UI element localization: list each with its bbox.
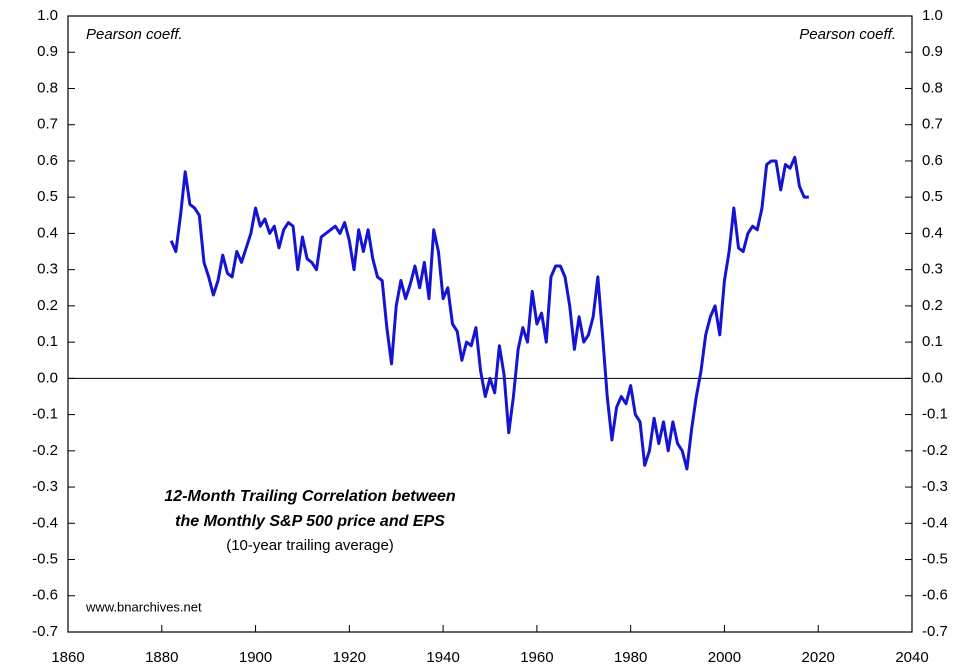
y2-tick-label: 0.7	[922, 116, 943, 133]
y2-tick-label: 0.9	[922, 43, 943, 60]
plot-frame	[67, 15, 913, 633]
x-tick-label: 1860	[51, 649, 84, 666]
y-tick-label: 0.1	[37, 333, 58, 350]
y-tick-label: 0.0	[37, 369, 58, 386]
x-tick-label: 1900	[239, 649, 272, 666]
y2-tick-label: -0.1	[922, 406, 948, 423]
y-tick-label: -0.3	[32, 478, 58, 495]
y-tick-label: -0.1	[32, 406, 58, 423]
y2-tick-label: 1.0	[922, 7, 943, 24]
y-tick-label: -0.4	[32, 514, 58, 531]
annotation: 12-Month Trailing Correlation between	[164, 488, 456, 505]
y2-tick-label: -0.6	[922, 587, 948, 604]
annotation: www.bnarchives.net	[85, 599, 202, 614]
y-tick-label: 0.5	[37, 188, 58, 205]
y-tick-label: 0.8	[37, 79, 58, 96]
series-line	[169, 155, 809, 471]
x-tick-label: 1880	[145, 649, 178, 666]
x-tick-label: 1940	[426, 649, 459, 666]
y2-tick-label: 0.6	[922, 152, 943, 169]
y2-tick-label: -0.4	[922, 514, 948, 531]
y-tick-label: 0.7	[37, 116, 58, 133]
x-tick-label: 1960	[520, 649, 553, 666]
y-tick-label: 0.9	[37, 43, 58, 60]
x-tick-label: 2020	[802, 649, 835, 666]
y-tick-label: 0.3	[37, 261, 58, 278]
y2-tick-label: 0.3	[922, 261, 943, 278]
y2-tick-label: -0.7	[922, 623, 948, 640]
annotation: Pearson coeff.	[799, 26, 896, 43]
y-tick-label: 1.0	[37, 7, 58, 24]
annotation: the Monthly S&P 500 price and EPS	[175, 513, 445, 530]
y2-tick-label: 0.5	[922, 188, 943, 205]
annotation: Pearson coeff.	[86, 26, 183, 43]
y2-tick-label: -0.2	[922, 442, 948, 459]
y-tick-label: -0.6	[32, 587, 58, 604]
y-tick-label: 0.4	[37, 224, 58, 241]
y2-tick-label: 0.2	[922, 297, 943, 314]
y2-tick-label: -0.3	[922, 478, 948, 495]
x-tick-label: 1920	[333, 649, 366, 666]
y-tick-label: -0.2	[32, 442, 58, 459]
y-tick-label: -0.5	[32, 550, 58, 567]
x-tick-label: 2040	[895, 649, 928, 666]
y2-tick-label: 0.8	[922, 79, 943, 96]
y-tick-label: 0.6	[37, 152, 58, 169]
x-tick-label: 2000	[708, 649, 741, 666]
y-tick-label: 0.2	[37, 297, 58, 314]
y2-tick-label: -0.5	[922, 550, 948, 567]
y2-tick-label: 0.0	[922, 369, 943, 386]
y-tick-label: -0.7	[32, 623, 58, 640]
annotation: (10-year trailing average)	[226, 537, 394, 554]
y2-tick-label: 0.1	[922, 333, 943, 350]
y2-tick-label: 0.4	[922, 224, 943, 241]
x-tick-label: 1980	[614, 649, 647, 666]
